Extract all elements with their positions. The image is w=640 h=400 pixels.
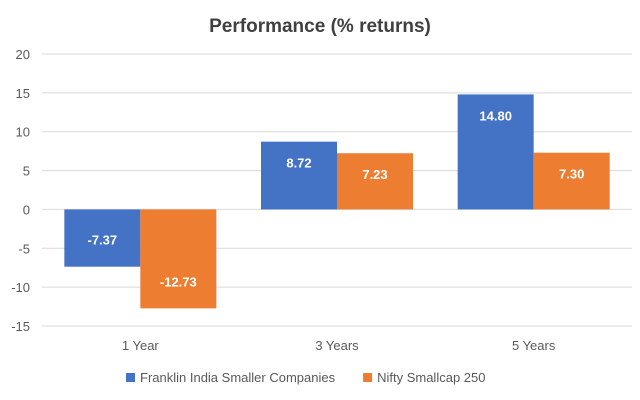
bars: -7.37 -12.73 8.72 7.23 14.80 7.30 [64,94,610,309]
data-label: 7.23 [362,167,387,182]
y-tick-label: -10 [11,280,30,295]
y-tick-label: -15 [11,319,30,334]
legend-label: Nifty Smallcap 250 [377,370,485,385]
bar [140,209,217,309]
y-tick-label: 15 [16,86,30,101]
chart-title: Performance (% returns) [209,16,431,37]
bar [457,94,534,210]
y-axis-ticks: 20 15 10 5 0 -5 -10 -15 [11,47,30,334]
y-tick-label: 10 [16,125,30,140]
bar [261,141,337,210]
data-label: 14.80 [479,108,512,123]
bar [337,153,413,210]
category-label: 5 Years [512,338,556,353]
legend-swatch [363,373,373,382]
y-tick-label: -5 [18,241,30,256]
data-label: -12.73 [160,274,197,289]
y-tick-label: 5 [23,164,30,179]
legend-label: Franklin India Smaller Companies [140,370,336,385]
category-label: 1 Year [122,338,160,353]
category-label: 3 Years [315,338,359,353]
x-axis-categories: 1 Year 3 Years 5 Years [122,338,556,353]
y-tick-label: 0 [23,202,30,217]
data-label: 7.30 [559,167,584,182]
legend: Franklin India Smaller Companies Nifty Sm… [126,370,485,385]
bar [64,209,141,267]
data-label: -7.37 [88,233,118,248]
data-label: 8.72 [286,156,311,171]
y-tick-label: 20 [16,47,30,62]
legend-swatch [126,373,135,382]
bar [533,152,610,210]
